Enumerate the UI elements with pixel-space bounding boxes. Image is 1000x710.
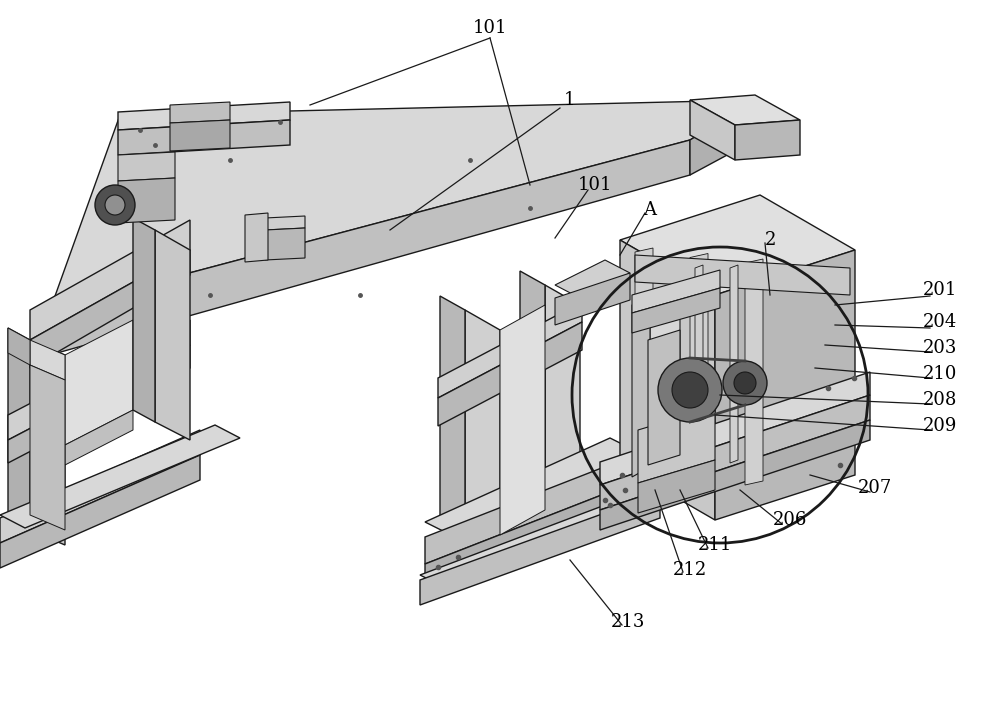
Polygon shape [440,296,465,535]
Polygon shape [735,120,800,160]
Text: 201: 201 [923,281,957,299]
Polygon shape [545,285,580,530]
Text: 2: 2 [764,231,776,249]
Polygon shape [620,240,715,520]
Polygon shape [0,455,200,568]
Text: 212: 212 [673,561,707,579]
Polygon shape [118,178,175,223]
Text: 208: 208 [923,391,957,409]
Polygon shape [555,273,630,325]
Polygon shape [245,213,268,262]
Polygon shape [420,493,660,605]
Polygon shape [425,438,640,537]
Text: 101: 101 [473,19,507,37]
Polygon shape [30,220,190,340]
Polygon shape [520,271,545,510]
Polygon shape [690,100,755,175]
Text: 213: 213 [611,613,645,631]
Polygon shape [30,340,65,545]
Polygon shape [648,330,680,465]
Polygon shape [715,250,855,520]
Polygon shape [745,259,763,485]
Polygon shape [695,265,703,463]
Polygon shape [465,310,500,555]
Polygon shape [118,120,290,155]
Polygon shape [30,365,65,530]
Polygon shape [118,102,290,130]
Polygon shape [555,260,630,298]
Polygon shape [500,305,545,535]
Polygon shape [638,407,715,483]
Polygon shape [620,195,855,295]
Polygon shape [600,372,870,485]
Text: 211: 211 [698,536,732,554]
Polygon shape [0,430,200,543]
Polygon shape [65,410,133,465]
Text: A: A [644,201,656,219]
Polygon shape [632,288,720,333]
Circle shape [723,361,767,405]
Polygon shape [600,420,870,530]
Text: 209: 209 [923,417,957,435]
Text: 1: 1 [564,91,576,109]
Polygon shape [600,395,870,510]
Polygon shape [155,230,190,440]
Polygon shape [690,95,800,125]
Circle shape [95,185,135,225]
Circle shape [105,195,125,215]
Text: 206: 206 [773,511,807,529]
Polygon shape [170,120,230,151]
Polygon shape [690,253,708,479]
Circle shape [734,372,756,394]
Polygon shape [50,100,755,310]
Polygon shape [438,302,582,398]
Polygon shape [50,140,690,355]
Text: 207: 207 [858,479,892,497]
Polygon shape [265,228,305,260]
Polygon shape [0,425,240,528]
Text: 210: 210 [923,365,957,383]
Circle shape [672,372,708,408]
Polygon shape [650,283,680,467]
Polygon shape [30,340,65,380]
Polygon shape [133,218,155,422]
Polygon shape [170,102,230,123]
Polygon shape [690,100,735,160]
Polygon shape [118,152,175,181]
Polygon shape [425,453,640,564]
Text: 101: 101 [578,176,612,194]
Text: 203: 203 [923,339,957,357]
Polygon shape [8,345,190,463]
Polygon shape [635,248,653,474]
Polygon shape [425,480,640,584]
Polygon shape [65,320,133,445]
Polygon shape [8,328,30,530]
Polygon shape [635,255,850,295]
Polygon shape [438,322,582,426]
Polygon shape [265,216,305,230]
Polygon shape [420,488,660,580]
Polygon shape [8,320,190,440]
Polygon shape [730,265,738,463]
Polygon shape [638,460,715,513]
Polygon shape [8,328,30,365]
Polygon shape [632,295,650,477]
Text: 204: 204 [923,313,957,331]
Circle shape [658,358,722,422]
Polygon shape [632,270,720,313]
Polygon shape [30,250,190,368]
